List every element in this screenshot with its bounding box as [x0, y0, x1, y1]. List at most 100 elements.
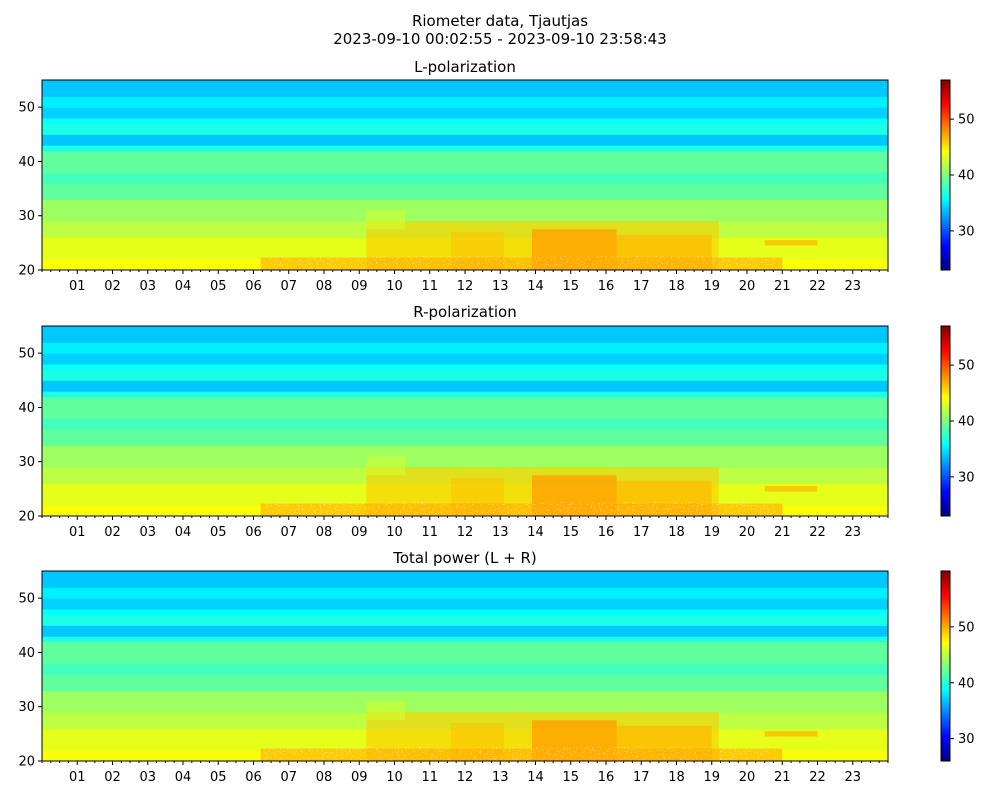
heatmap-row [42, 90, 888, 97]
heatmap-row [42, 101, 888, 108]
heatmap-row [42, 210, 888, 217]
y-tick-label: 50 [18, 101, 35, 116]
heatmap-row [42, 199, 888, 206]
x-tick-label: 08 [316, 525, 333, 540]
x-tick-label: 09 [351, 525, 368, 540]
x-tick-label: 23 [844, 770, 861, 785]
x-tick-label: 23 [844, 279, 861, 294]
x-tick-label: 04 [175, 770, 192, 785]
heatmap-row [42, 598, 888, 605]
y-tick-label: 20 [18, 755, 35, 770]
y-tick-label: 50 [18, 347, 35, 362]
heatmap-row [42, 369, 888, 376]
x-tick-label: 10 [386, 525, 403, 540]
heatmap-speckle [264, 256, 776, 269]
x-tick-label: 03 [139, 279, 156, 294]
heatmap-row [42, 353, 888, 360]
heatmap-row [42, 402, 888, 408]
x-tick-label: 01 [69, 279, 86, 294]
heatmap-row [42, 434, 888, 441]
x-tick-label: 06 [245, 279, 262, 294]
x-tick-label: 12 [457, 770, 474, 785]
x-tick-label: 18 [668, 279, 685, 294]
panel-title: Total power (L + R) [392, 549, 537, 567]
heatmap-row [42, 123, 888, 130]
heatmap-row [42, 412, 888, 419]
heatmap-patch [366, 210, 406, 230]
heatmap-panel: L-polarization 20 30 40 50 01 02 03 04 05 06 07 08 09… [18, 58, 974, 294]
x-tick-label: 11 [421, 770, 438, 785]
x-tick-label: 09 [351, 770, 368, 785]
heatmap-cells [42, 571, 888, 761]
heatmap-row [42, 440, 888, 446]
colorbar-tick-label: 40 [958, 415, 975, 430]
y-tick-label: 30 [18, 455, 35, 470]
heatmap-row [42, 342, 888, 349]
x-tick-label: 23 [844, 525, 861, 540]
colorbar-tick-label: 50 [958, 620, 975, 635]
x-tick-label: 06 [245, 770, 262, 785]
y-tick-label: 20 [18, 510, 35, 525]
heatmap-row [42, 364, 888, 370]
heatmap-cells [42, 326, 888, 516]
heatmap-row [42, 177, 888, 184]
heatmap-row [42, 161, 888, 168]
heatmap-row [42, 701, 888, 708]
heatmap-row [42, 456, 888, 463]
heatmap-row [42, 374, 888, 381]
heatmap-patch [764, 240, 818, 246]
heatmap-row [42, 347, 888, 354]
colorbar [940, 79, 951, 271]
x-tick-label: 15 [562, 770, 579, 785]
heatmap-row [42, 336, 888, 343]
heatmap-patch [764, 731, 818, 737]
x-tick-label: 16 [598, 770, 615, 785]
heatmap-row [42, 576, 888, 583]
x-tick-label: 04 [175, 279, 192, 294]
x-tick-label: 17 [633, 525, 650, 540]
x-tick-label: 01 [69, 770, 86, 785]
heatmap-row [42, 85, 888, 92]
heatmap-patch [366, 456, 406, 476]
heatmap-row [42, 194, 888, 200]
x-tick-label: 06 [245, 525, 262, 540]
heatmap-row [42, 685, 888, 691]
heatmap-panel: R-polarization 20 30 40 50 01 02 03 04 05 06 07 08 09… [18, 303, 974, 540]
heatmap-row [42, 571, 888, 577]
y-tick-label: 40 [18, 646, 35, 661]
x-tick-label: 13 [492, 770, 509, 785]
x-tick-label: 14 [527, 770, 544, 785]
heatmap-cells [42, 80, 888, 270]
heatmap-row [42, 625, 888, 632]
x-tick-label: 13 [492, 525, 509, 540]
x-tick-label: 22 [809, 770, 826, 785]
x-tick-label: 17 [633, 770, 650, 785]
heatmap-row [42, 587, 888, 594]
heatmap-row [42, 668, 888, 675]
heatmap-row [42, 385, 888, 392]
y-tick-label: 50 [18, 592, 35, 607]
figure-title: Riometer data, Tjautjas [411, 12, 589, 30]
heatmap-row [42, 657, 888, 664]
x-tick-label: 17 [633, 279, 650, 294]
colorbar-tick-label: 30 [958, 732, 975, 747]
x-tick-label: 07 [280, 770, 297, 785]
x-tick-label: 15 [562, 279, 579, 294]
heatmap-row [42, 139, 888, 146]
colorbar-tick-label: 40 [958, 169, 975, 184]
x-tick-label: 21 [774, 525, 791, 540]
heatmap-panel: Total power (L + R) 20 30 40 50 01 02 03 04 05 06 0… [18, 549, 974, 785]
x-tick-label: 14 [527, 279, 544, 294]
x-tick-label: 20 [739, 279, 756, 294]
x-tick-label: 12 [457, 525, 474, 540]
heatmap-row [42, 690, 888, 697]
heatmap-row [42, 679, 888, 686]
heatmap-row [42, 150, 888, 157]
x-tick-label: 13 [492, 279, 509, 294]
heatmap-row [42, 204, 888, 211]
heatmap-row [42, 156, 888, 162]
heatmap-row [42, 118, 888, 124]
panel-title: L-polarization [414, 58, 516, 76]
x-tick-label: 11 [421, 279, 438, 294]
colorbar [940, 325, 951, 517]
